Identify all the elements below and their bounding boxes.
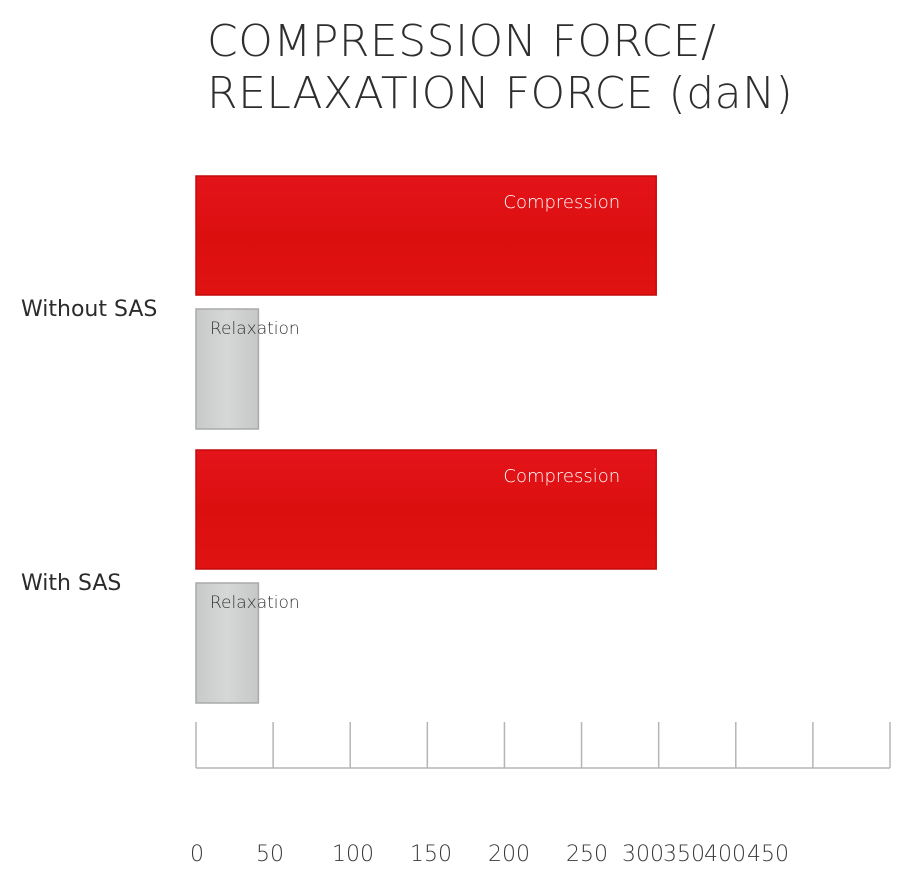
category-label-without-sas: Without SAS [21,297,158,322]
bar-relaxation-without-sas [195,308,260,430]
x-tick-label-0: 0 [190,842,204,867]
x-tick-label-350: 350 [663,842,705,867]
bar-compression-without-sas [195,175,657,296]
x-tick-label-100: 100 [332,842,374,867]
x-tick-label-300: 300 [622,842,664,867]
bar-label-compression-with-sas: Compression [503,466,620,487]
bar-compression-with-sas [195,449,657,570]
x-tick-label-50: 50 [256,842,284,867]
bar-label-relaxation-with-sas: Relaxation [210,593,300,613]
bar-label-relaxation-without-sas: Relaxation [210,319,300,339]
chart-title-line-1: COMPRESSION FORCE/ [207,16,717,67]
x-tick-label-450: 450 [747,842,789,867]
category-label-with-sas: With SAS [21,571,122,596]
x-tick-label-200: 200 [488,842,530,867]
chart-title-line-2: RELAXATION FORCE (daN) [207,68,794,119]
x-tick-label-250: 250 [566,842,608,867]
x-tick-label-150: 150 [410,842,452,867]
bar-label-compression-without-sas: Compression [503,192,620,213]
x-tick-label-400: 400 [704,842,746,867]
bar-relaxation-with-sas [195,582,260,704]
